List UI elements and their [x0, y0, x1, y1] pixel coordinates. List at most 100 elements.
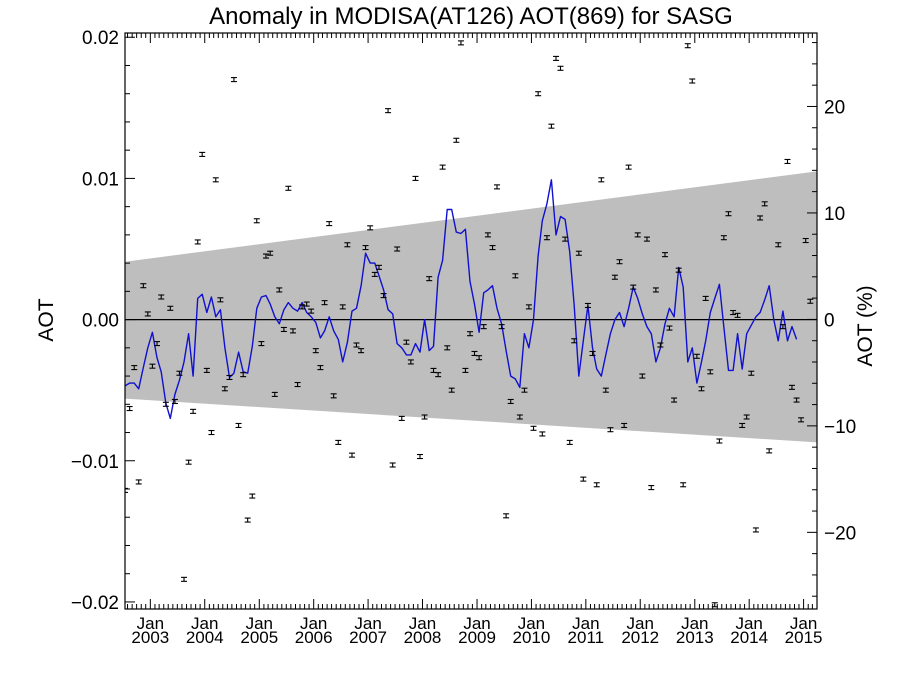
data-point [562, 236, 569, 242]
data-point-layer [125, 40, 814, 608]
y-axis-label-left: AOT [35, 298, 58, 341]
y-axis-label-right: AOT (%) [854, 285, 877, 366]
data-point [580, 476, 587, 482]
y-tick-label-right: 10 [824, 204, 845, 225]
data-point [444, 345, 451, 351]
x-tick-label-year: 2011 [568, 628, 605, 647]
x-tick-label-year: 2008 [404, 628, 442, 647]
y-tick-label-left: 0.01 [82, 169, 119, 190]
x-tick-label-month: Jan [790, 614, 817, 633]
data-point [543, 235, 550, 241]
y-tick-label-right: −20 [824, 523, 856, 544]
tick-layer: Jan2003Jan2004Jan2005Jan2006Jan2007Jan20… [71, 28, 856, 647]
x-tick-label-month: Jan [354, 614, 381, 633]
data-point [571, 338, 578, 344]
x-tick-label-year: 2004 [186, 628, 224, 647]
x-tick-label-year: 2015 [785, 628, 823, 647]
x-tick-label-year: 2007 [349, 628, 387, 647]
data-point [720, 235, 727, 241]
data-point [553, 55, 560, 61]
x-tick-label-year: 2010 [513, 628, 551, 647]
data-point [625, 164, 632, 170]
x-tick-label-year: 2014 [730, 628, 768, 647]
data-point [480, 324, 487, 330]
y-tick-label-right: 0 [824, 310, 835, 331]
data-point [176, 370, 183, 376]
data-point [593, 482, 600, 488]
x-tick-label-year: 2009 [458, 628, 496, 647]
data-point [158, 294, 165, 300]
data-point [448, 387, 455, 393]
data-point [185, 459, 192, 465]
data-point [652, 287, 659, 293]
data-point [394, 246, 401, 252]
data-point [380, 293, 387, 299]
data-point [521, 387, 528, 393]
data-point [212, 177, 219, 183]
data-point [489, 245, 496, 251]
data-point [752, 527, 759, 533]
data-point [439, 164, 446, 170]
data-point [294, 381, 301, 388]
data-point [253, 218, 260, 224]
data-point [807, 298, 814, 304]
data-point [371, 271, 378, 277]
data-point [453, 137, 460, 143]
data-point [285, 185, 292, 191]
data-point [421, 414, 428, 420]
y-tick-label-left: −0.01 [71, 452, 119, 473]
data-point [203, 367, 210, 373]
data-point [566, 439, 573, 445]
data-point [734, 312, 741, 318]
data-point [226, 374, 233, 381]
data-point [657, 342, 664, 348]
x-tick-label-year: 2006 [295, 628, 333, 647]
data-point [671, 397, 678, 403]
data-point [131, 365, 138, 371]
data-point [757, 215, 764, 221]
data-point [389, 462, 396, 468]
data-point [630, 284, 637, 290]
data-point [330, 393, 337, 399]
data-point [634, 232, 641, 238]
data-point [748, 370, 755, 376]
data-point [675, 267, 682, 273]
series-line-layer [125, 179, 798, 420]
data-point [689, 78, 696, 84]
data-point [602, 387, 609, 393]
data-point [348, 452, 355, 458]
data-point [784, 158, 791, 165]
data-point [249, 493, 256, 499]
x-tick-label-year: 2005 [240, 628, 278, 647]
data-point [798, 417, 805, 423]
data-point [235, 422, 242, 429]
data-point [362, 245, 369, 251]
data-point [607, 427, 614, 433]
data-point [299, 304, 306, 310]
data-point [725, 211, 732, 217]
data-point [584, 302, 591, 309]
data-point [154, 341, 161, 347]
data-point [276, 287, 283, 293]
data-point [181, 576, 188, 582]
data-point [575, 250, 582, 256]
data-point [217, 297, 224, 303]
data-point [535, 91, 542, 97]
data-point [167, 305, 174, 311]
data-point [503, 513, 510, 519]
data-point [162, 401, 169, 407]
x-tick-label-month: Jan [681, 614, 708, 633]
data-point [267, 250, 274, 256]
data-point [289, 328, 296, 334]
data-point [693, 353, 700, 359]
data-point [779, 324, 786, 330]
data-point [684, 43, 691, 49]
data-point [739, 422, 746, 429]
data-point [525, 304, 532, 310]
data-point [326, 221, 333, 227]
x-tick-label-month: Jan [409, 614, 436, 633]
data-point [598, 177, 605, 183]
data-point [312, 348, 319, 354]
